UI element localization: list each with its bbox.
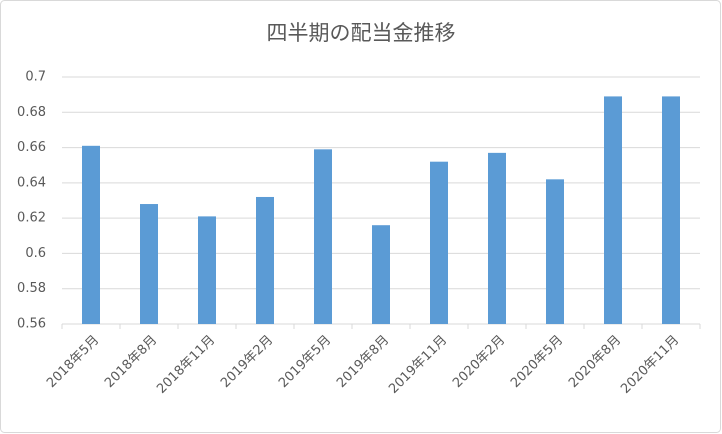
- y-tick-label: 0.58: [17, 281, 46, 296]
- chart-title: 四半期の配当金推移: [267, 21, 456, 45]
- y-tick-label: 0.64: [17, 175, 46, 190]
- bar: [488, 152, 506, 324]
- y-tick-label: 0.7: [25, 70, 46, 85]
- bar: [198, 216, 216, 324]
- bar: [546, 179, 564, 324]
- bar: [372, 225, 390, 324]
- y-tick-label: 0.68: [17, 105, 46, 120]
- y-tick-label: 0.62: [17, 211, 46, 226]
- bar: [140, 204, 158, 324]
- y-tick-label: 0.6: [25, 246, 46, 261]
- bar: [314, 149, 332, 324]
- y-tick-label: 0.66: [17, 140, 46, 155]
- bar: [662, 96, 680, 325]
- y-tick-label: 0.56: [17, 317, 46, 332]
- bar: [604, 96, 622, 325]
- bar: [256, 196, 274, 324]
- bar: [430, 161, 448, 324]
- bar: [82, 145, 100, 324]
